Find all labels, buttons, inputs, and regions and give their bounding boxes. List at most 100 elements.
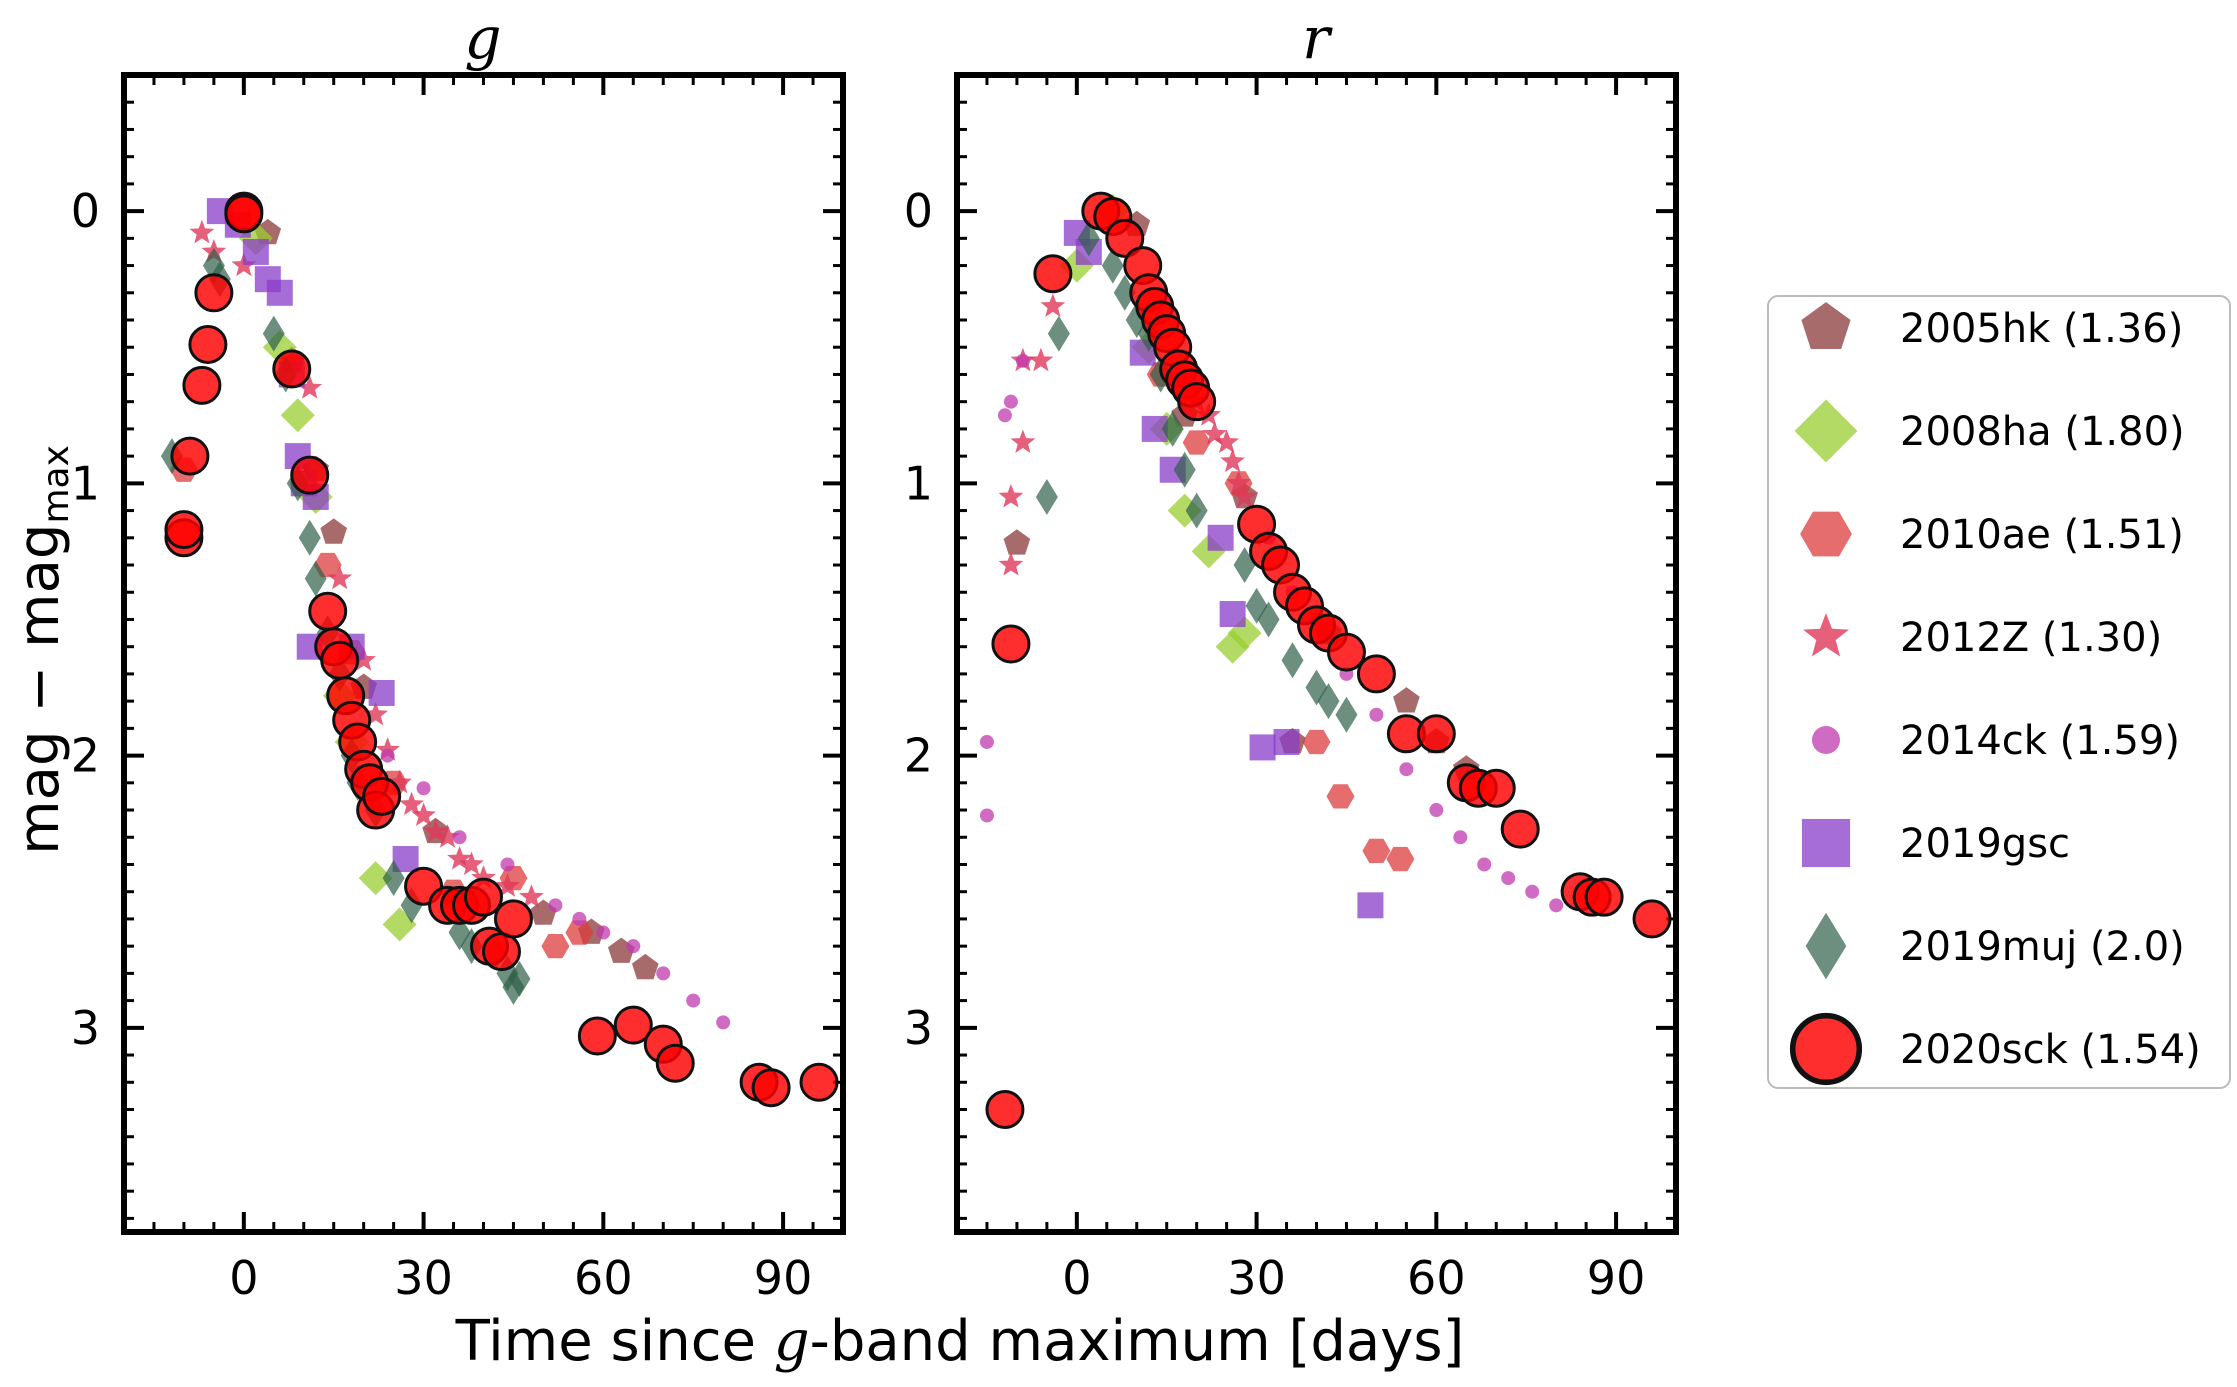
data-point xyxy=(1357,892,1384,919)
data-point xyxy=(519,884,544,908)
y-tick-label: 1 xyxy=(71,456,100,510)
data-point xyxy=(997,408,1012,423)
data-point xyxy=(1302,729,1331,755)
data-point xyxy=(363,701,388,726)
y-tick-label: 0 xyxy=(904,184,933,238)
legend-marker xyxy=(1801,302,1851,349)
x-tick-label: 60 xyxy=(574,1251,633,1305)
panel-title-g: g xyxy=(464,4,501,72)
data-point xyxy=(182,365,222,405)
data-point xyxy=(368,679,395,706)
data-point xyxy=(985,1089,1025,1129)
data-point xyxy=(500,857,515,872)
data-point xyxy=(272,349,312,389)
data-point xyxy=(1220,448,1245,473)
data-point xyxy=(1500,809,1540,849)
data-points-g xyxy=(160,191,839,1108)
data-point xyxy=(1028,347,1054,372)
y-axis-label-main: mag − mag xyxy=(7,524,72,855)
data-point xyxy=(541,934,570,959)
data-point xyxy=(495,873,520,897)
data-point xyxy=(290,455,330,495)
data-point xyxy=(1033,254,1073,294)
data-point xyxy=(1632,899,1672,939)
data-point xyxy=(998,484,1024,508)
data-point xyxy=(716,1015,731,1030)
data-point xyxy=(1214,429,1239,453)
legend-label: 2005hk (1.36) xyxy=(1900,306,2183,352)
data-point xyxy=(242,238,269,265)
y-tick-label: 0 xyxy=(71,184,100,238)
data-points-r xyxy=(979,191,1672,1129)
data-point xyxy=(632,953,659,980)
x-axis-label: Time since g-band maximum [days] xyxy=(455,1309,1465,1374)
data-point xyxy=(1173,451,1196,488)
x-axis-label-pre: Time since xyxy=(455,1309,774,1374)
x-axis-label-post: -band maximum [days] xyxy=(810,1309,1465,1374)
data-point xyxy=(380,748,395,763)
data-point xyxy=(1477,857,1492,872)
data-point xyxy=(1525,884,1540,899)
data-point xyxy=(686,993,701,1008)
series-2010ae xyxy=(1146,362,1415,872)
legend-marker xyxy=(1801,818,1851,868)
data-point xyxy=(224,194,264,234)
data-point xyxy=(262,315,285,352)
data-point xyxy=(1015,353,1030,368)
legend-marker xyxy=(1800,511,1852,557)
data-point xyxy=(1040,293,1066,317)
x-tick-label: 0 xyxy=(1062,1251,1091,1305)
data-point xyxy=(1113,274,1136,311)
data-point xyxy=(399,791,424,816)
data-point xyxy=(1003,529,1031,555)
series-2019muj xyxy=(1035,220,1358,733)
data-point xyxy=(447,846,472,870)
data-point xyxy=(1047,315,1070,352)
data-point xyxy=(320,518,347,544)
plot-frame xyxy=(954,72,1679,1235)
legend-label: 2008ha (1.80) xyxy=(1900,409,2185,455)
r-band-panel: 0 30 60 90 0 1 2 3 xyxy=(904,72,1679,1305)
legend-marker xyxy=(1803,613,1849,657)
data-point xyxy=(1273,728,1300,755)
data-point xyxy=(656,966,671,981)
data-point xyxy=(979,808,994,823)
data-point xyxy=(1476,768,1516,808)
x-tick-label: 60 xyxy=(1407,1251,1466,1305)
data-point xyxy=(297,375,323,399)
legend-item: 2020sck (1.54) xyxy=(1789,1012,2201,1086)
data-point xyxy=(1429,803,1444,818)
x-axis-label-em: g xyxy=(774,1309,810,1374)
data-point xyxy=(1202,421,1227,445)
legend-box xyxy=(1767,295,2231,1089)
data-point xyxy=(481,932,521,972)
g-band-panel: 0 30 60 90 0 1 2 3 xyxy=(71,72,846,1305)
data-point xyxy=(998,552,1024,576)
data-point xyxy=(548,898,563,913)
data-point xyxy=(194,273,234,313)
data-point xyxy=(320,640,360,680)
data-point xyxy=(459,851,484,875)
data-point xyxy=(1207,524,1234,551)
data-point xyxy=(1177,382,1217,422)
panel-title-r: r xyxy=(1302,4,1333,72)
series-2019gsc xyxy=(1063,219,1384,919)
data-point xyxy=(464,877,503,917)
legend-label: 2014ck (1.59) xyxy=(1900,718,2180,764)
legend-label: 2019muj (2.0) xyxy=(1900,924,2185,970)
data-point xyxy=(188,325,228,365)
legend-item: 2014ck (1.59) xyxy=(1812,718,2180,764)
series-2020sck xyxy=(164,191,839,1108)
data-point xyxy=(358,861,393,896)
legend-label: 2020sck (1.54) xyxy=(1900,1027,2201,1073)
data-point xyxy=(382,860,405,897)
data-point xyxy=(1335,696,1358,733)
x-tick-label: 90 xyxy=(754,1251,813,1305)
series-2014ck xyxy=(979,353,1564,913)
data-point xyxy=(1101,247,1124,284)
data-point xyxy=(613,1005,653,1045)
x-tick-label: 30 xyxy=(1227,1251,1286,1305)
data-point xyxy=(1584,877,1624,917)
x-tick-label: 90 xyxy=(1587,1251,1646,1305)
